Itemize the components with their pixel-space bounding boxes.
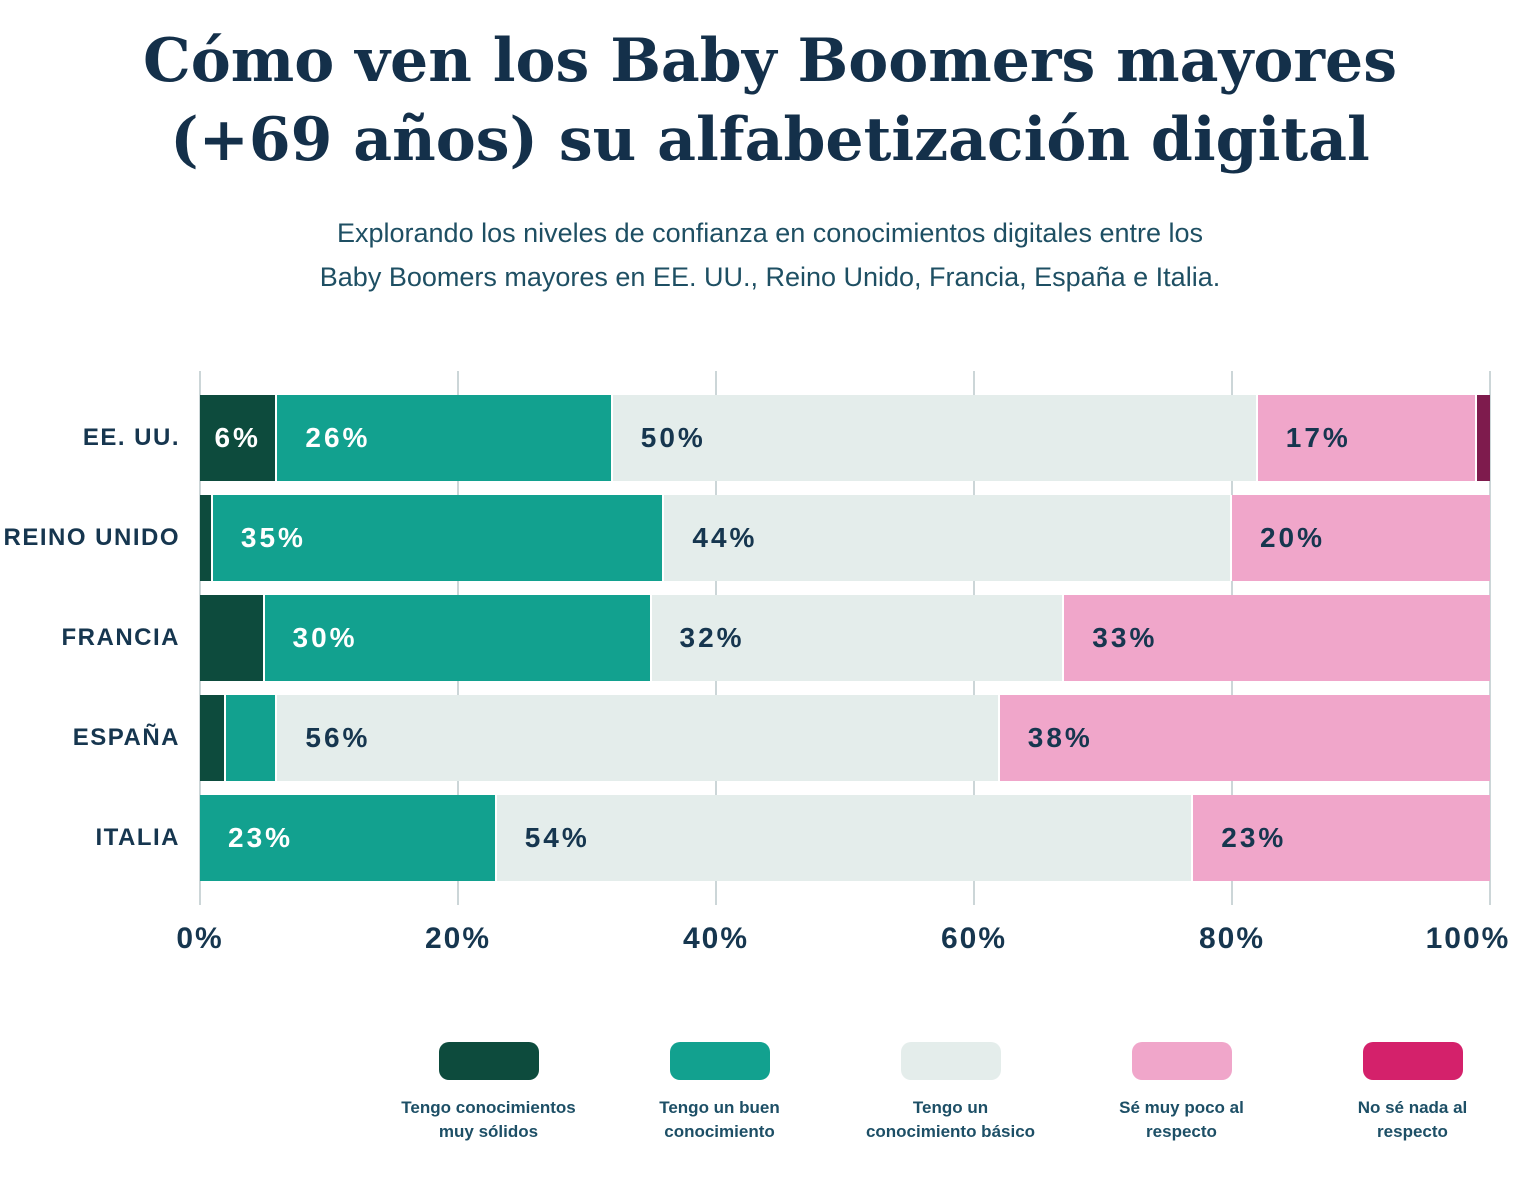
- bar-segment: 38%: [999, 695, 1490, 781]
- legend-label: No sé nada al respecto: [1357, 1098, 1468, 1141]
- bar-segment: 54%: [496, 795, 1194, 881]
- segment-value-label: 33%: [1092, 622, 1158, 653]
- bar-segment: 17%: [1257, 395, 1478, 481]
- bar-segment: 20%: [1231, 495, 1490, 581]
- category-label: ITALIA: [95, 824, 180, 851]
- page-subtitle-line1: Explorando los niveles de confianza en c…: [336, 218, 1204, 248]
- segment-value-label: 56%: [305, 722, 371, 753]
- legend-swatch: [900, 1042, 1001, 1080]
- segment-value-label: 54%: [524, 822, 590, 853]
- bar-segment: 6%: [200, 395, 278, 481]
- bar-track: 6% 26% 50% 17%: [200, 395, 1490, 481]
- x-axis: 0% 20% 40% 60% 80% 100%: [176, 922, 1508, 964]
- legend-item: Tengo conocimientos muy sólidos: [378, 1042, 599, 1144]
- chart-row: ITALIA 23% 54% 23%: [95, 795, 1490, 881]
- bar-segment: 30%: [264, 595, 652, 681]
- legend-swatch: [438, 1042, 539, 1080]
- bar-track: 35% 44% 20%: [200, 495, 1490, 581]
- legend-item: Sé muy poco al respecto: [1071, 1042, 1292, 1144]
- gridline: [1489, 371, 1491, 905]
- bar-segment: [1477, 395, 1490, 481]
- legend-item: Tengo un buen conocimiento: [609, 1042, 830, 1144]
- segment-value-label: 50%: [640, 422, 706, 453]
- category-label: REINO UNIDO: [3, 524, 180, 551]
- chart-row: EE. UU. 6% 26% 50% 17%: [83, 395, 1490, 481]
- page-title: Cómo ven los Baby Boomers mayores (+69 añ…: [0, 22, 1540, 180]
- bar-segment: [200, 495, 213, 581]
- x-axis-label: 100%: [1425, 922, 1511, 955]
- bar-segment: 44%: [664, 495, 1232, 581]
- bar-segment: 56%: [277, 695, 1000, 781]
- bar-segment: 23%: [1193, 795, 1490, 881]
- x-axis-label: 20%: [424, 922, 492, 955]
- bar-track: 23% 54% 23%: [200, 795, 1490, 881]
- legend-swatch: [1131, 1042, 1232, 1080]
- bar-segment: [200, 695, 226, 781]
- legend-label: Tengo conocimientos muy sólidos: [401, 1098, 576, 1141]
- legend-swatch: [669, 1042, 770, 1080]
- legend-swatch: [1362, 1042, 1463, 1080]
- legend-label: Tengo un conocimiento básico: [865, 1098, 1036, 1141]
- legend-label: Tengo un buen conocimiento: [659, 1098, 780, 1141]
- bar-segment: 23%: [200, 795, 497, 881]
- x-axis-label: 0%: [176, 922, 224, 955]
- bar-track: 30% 32% 33%: [200, 595, 1490, 681]
- category-label: ESPAÑA: [72, 724, 180, 751]
- page-subtitle: Explorando los niveles de confianza en c…: [0, 212, 1540, 299]
- segment-value-label: 6%: [214, 422, 261, 453]
- segment-value-label: 26%: [305, 422, 371, 453]
- segment-value-label: 23%: [1221, 822, 1287, 853]
- category-label: EE. UU.: [82, 424, 180, 451]
- chart-row: REINO UNIDO 35% 44% 20%: [3, 495, 1490, 581]
- category-label: FRANCIA: [61, 624, 180, 651]
- segment-value-label: 23%: [228, 822, 294, 853]
- page-subtitle-line2: Baby Boomers mayores en EE. UU., Reino U…: [319, 261, 1221, 292]
- bar-segment: 50%: [612, 395, 1258, 481]
- segment-value-label: 20%: [1259, 522, 1326, 553]
- page-title-line2: (+69 años) su alfabetización digital: [170, 105, 1370, 176]
- segment-value-label: 30%: [292, 622, 358, 653]
- segment-value-label: 35%: [240, 522, 306, 553]
- x-axis-label: 40%: [682, 922, 750, 955]
- segment-value-label: 44%: [692, 522, 758, 553]
- x-axis-label: 80%: [1198, 922, 1266, 955]
- bar-segment: 32%: [651, 595, 1065, 681]
- x-axis-label: 60%: [940, 922, 1008, 955]
- legend-label: Sé muy poco al respecto: [1119, 1098, 1244, 1141]
- chart-row: FRANCIA 30% 32% 33%: [62, 595, 1490, 681]
- bar-segment: [200, 595, 265, 681]
- legend-item: Tengo un conocimiento básico: [840, 1042, 1061, 1144]
- page-title-line1: Cómo ven los Baby Boomers mayores: [143, 26, 1397, 96]
- bar-track: 56% 38%: [200, 695, 1490, 781]
- legend: Tengo conocimientos muy sólidos Tengo un …: [378, 1042, 1526, 1144]
- bar-segment: 26%: [277, 395, 613, 481]
- segment-value-label: 32%: [679, 622, 745, 653]
- bar-segment: [225, 695, 278, 781]
- chart-plot-area: EE. UU. 6% 26% 50% 17% REINO UNIDO 35% 44% 20% FR…: [3, 371, 1491, 905]
- bar-segment: 35%: [212, 495, 665, 581]
- bar-rows: EE. UU. 6% 26% 50% 17% REINO UNIDO 35% 44% 20% FR…: [3, 395, 1490, 881]
- bar-segment: 33%: [1064, 595, 1490, 681]
- segment-value-label: 38%: [1027, 722, 1093, 753]
- legend-item: No sé nada al respecto: [1302, 1042, 1523, 1144]
- chart-row: ESPAÑA 56% 38%: [73, 695, 1490, 781]
- segment-value-label: 17%: [1285, 422, 1351, 453]
